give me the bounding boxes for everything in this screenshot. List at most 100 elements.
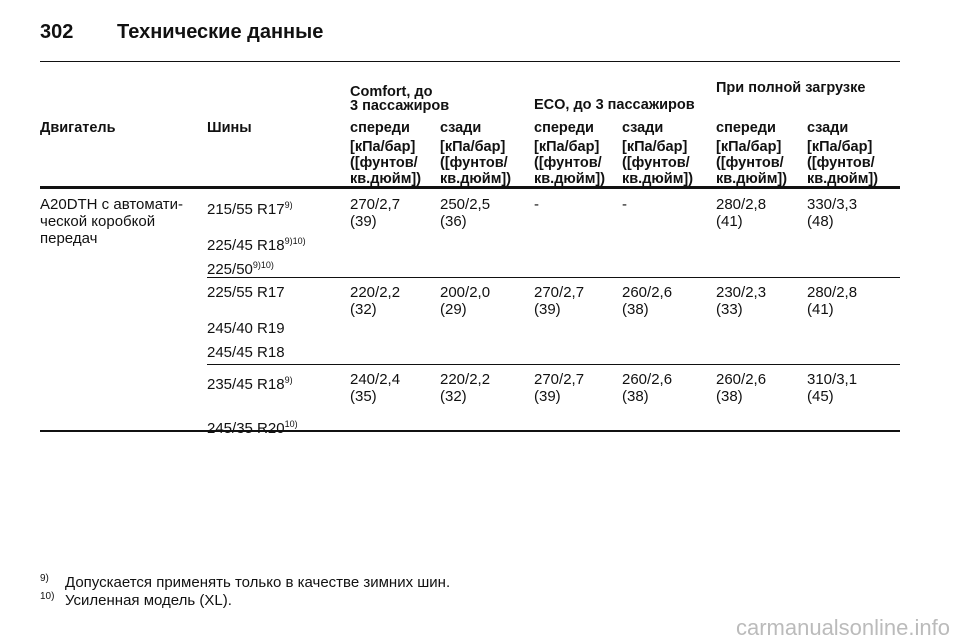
footnote-ref: 10): [284, 419, 298, 429]
pressure-value: 230/2,3: [716, 284, 767, 301]
pressure-value: (33): [716, 301, 743, 318]
tire-size: 215/55 R17: [207, 201, 285, 218]
tire: 215/55 R179): [207, 197, 293, 218]
pressure-value: (41): [716, 213, 743, 230]
pressure-value: (38): [716, 388, 743, 405]
page-title: Технические данные: [117, 21, 324, 43]
pressure-value: -: [622, 196, 627, 213]
rule: [207, 277, 900, 278]
column-header: сзади: [622, 120, 664, 136]
column-header: Двигатель: [40, 120, 116, 136]
unit-label: кв.дюйм]): [350, 171, 422, 187]
pressure-value: (45): [807, 388, 834, 405]
footnote-ref: 9)10): [284, 236, 306, 246]
tire-size: 225/45 R18: [207, 237, 285, 254]
footnote-text: Усиленная модель (XL).: [65, 592, 232, 609]
column-header: сзади: [440, 120, 482, 136]
pressure-value: (41): [807, 301, 834, 318]
group-header: При полной загрузке: [716, 80, 866, 96]
rule: [207, 364, 900, 365]
rule: [40, 186, 900, 189]
pressure-value: 260/2,6: [622, 371, 673, 388]
pressure-value: (32): [440, 388, 467, 405]
unit-label: ([фунтов/: [350, 155, 418, 171]
tire: 245/45 R18: [207, 345, 285, 361]
tire: 245/40 R19: [207, 321, 285, 337]
unit-label: [кПа/бар]: [350, 139, 416, 155]
column-header: спереди: [350, 120, 410, 136]
pressure-value: 260/2,6: [716, 371, 767, 388]
footnote-ref: 9): [284, 375, 293, 385]
pressure-value: 240/2,4: [350, 371, 401, 388]
pressure-value: (48): [807, 213, 834, 230]
engine: ческой коробкой: [40, 213, 156, 230]
column-header: сзади: [807, 120, 849, 136]
pressure-value: 330/3,3: [807, 196, 858, 213]
group-header: ECO, до 3 пассажиров: [534, 97, 695, 113]
footnote-mark: 10): [40, 591, 55, 602]
tire: 245/35 R2010): [207, 416, 298, 437]
pressure-value: (39): [534, 388, 561, 405]
unit-label: ([фунтов/: [440, 155, 508, 171]
unit-label: [кПа/бар]: [440, 139, 506, 155]
pressure-value: 220/2,2: [350, 284, 401, 301]
footnote-text: Допускается применять только в качестве …: [65, 574, 451, 591]
tire-size: 235/45 R18: [207, 376, 285, 393]
pressure-value: (39): [534, 301, 561, 318]
group-header: Comfort, до: [350, 84, 433, 100]
tire: 225/45 R189)10): [207, 233, 306, 254]
tire: 235/45 R189): [207, 372, 293, 393]
unit-label: ([фунтов/: [622, 155, 690, 171]
unit-label: ([фунтов/: [807, 155, 875, 171]
pressure-value: (38): [622, 388, 649, 405]
rule: [40, 430, 900, 432]
pressure-value: 250/2,5: [440, 196, 491, 213]
unit-label: [кПа/бар]: [807, 139, 873, 155]
unit-label: [кПа/бар]: [716, 139, 782, 155]
pressure-value: (39): [350, 213, 377, 230]
column-header: спереди: [534, 120, 594, 136]
pressure-value: 270/2,7: [534, 371, 585, 388]
footnote-ref: 9): [284, 200, 293, 210]
pressure-value: (36): [440, 213, 467, 230]
pressure-value: (32): [350, 301, 377, 318]
unit-label: [кПа/бар]: [534, 139, 600, 155]
column-header: Шины: [207, 120, 252, 136]
unit-label: кв.дюйм]): [622, 171, 694, 187]
pressure-value: (29): [440, 301, 467, 318]
pressure-value: (38): [622, 301, 649, 318]
pressure-value: 260/2,6: [622, 284, 673, 301]
column-header: спереди: [716, 120, 776, 136]
pressure-value: (35): [350, 388, 377, 405]
unit-label: ([фунтов/: [716, 155, 784, 171]
rule: [40, 61, 900, 62]
tire-size: 245/45 R18: [207, 344, 285, 361]
tire-size: 225/55 R17: [207, 284, 285, 301]
unit-label: кв.дюйм]): [807, 171, 879, 187]
unit-label: ([фунтов/: [534, 155, 602, 171]
tire-size: 245/40 R19: [207, 320, 285, 337]
pressure-value: 270/2,7: [534, 284, 585, 301]
pressure-value: 270/2,7: [350, 196, 401, 213]
group-header: 3 пассажиров: [350, 98, 450, 114]
unit-label: [кПа/бар]: [622, 139, 688, 155]
tire-size: 245/35 R20: [207, 420, 285, 437]
pressure-value: 280/2,8: [807, 284, 858, 301]
unit-label: кв.дюйм]): [534, 171, 606, 187]
page-number: 302: [40, 21, 74, 43]
engine: передач: [40, 230, 98, 247]
tire-size: 225/50: [207, 261, 253, 278]
pressure-value: 310/3,1: [807, 371, 858, 388]
pressure-value: -: [534, 196, 539, 213]
tire: 225/509)10): [207, 257, 274, 278]
pressure-value: 280/2,8: [716, 196, 767, 213]
footnote-mark: 9): [40, 573, 49, 584]
tire: 225/55 R17: [207, 285, 285, 301]
unit-label: кв.дюйм]): [440, 171, 512, 187]
pressure-value: 200/2,0: [440, 284, 491, 301]
engine: A20DTH с автомати-: [40, 196, 183, 213]
unit-label: кв.дюйм]): [716, 171, 788, 187]
footnote-ref: 9)10): [252, 260, 274, 270]
watermark: carmanualsonline.info: [735, 615, 950, 640]
